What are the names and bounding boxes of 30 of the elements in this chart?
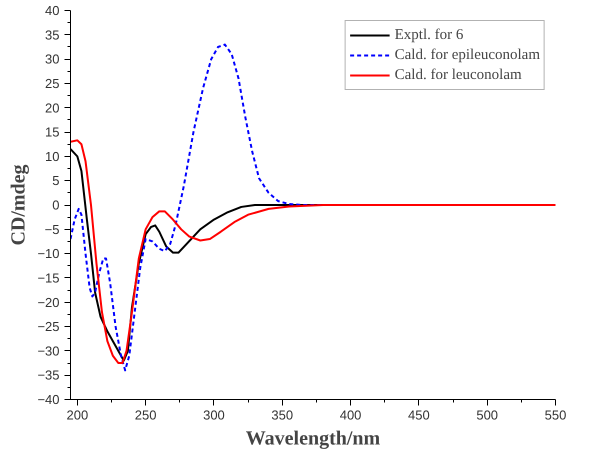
y-tick-label: 20 bbox=[45, 100, 60, 116]
legend-label: Exptl. for 6 bbox=[394, 26, 464, 44]
y-tick-label: 10 bbox=[45, 148, 60, 164]
x-tick-label: 400 bbox=[340, 408, 362, 422]
legend-label: Cald. for epileuconolam bbox=[394, 46, 540, 64]
y-axis-title: CD/mdeg bbox=[7, 164, 30, 246]
y-tick-label: 40 bbox=[45, 3, 60, 18]
x-tick-label: 300 bbox=[203, 408, 225, 422]
y-tick-label: 15 bbox=[45, 124, 60, 140]
y-tick-label: 25 bbox=[45, 76, 60, 91]
y-tick-label: −5 bbox=[44, 222, 60, 237]
x-tick-label: 200 bbox=[66, 408, 88, 422]
x-tick-label: 550 bbox=[544, 408, 566, 422]
y-tick-label: −20 bbox=[37, 294, 60, 310]
y-tick-label: −30 bbox=[37, 343, 60, 358]
y-tick-label: −10 bbox=[37, 246, 60, 262]
legend-label: Cald. for leuconolam bbox=[394, 66, 522, 84]
x-tick-label: 350 bbox=[271, 408, 294, 422]
y-tick-label: −15 bbox=[37, 270, 60, 286]
x-tick-label: 250 bbox=[134, 408, 156, 422]
y-tick-label: 0 bbox=[52, 198, 60, 212]
x-axis-title: Wavelength/nm bbox=[246, 428, 381, 450]
y-tick-label: 30 bbox=[45, 52, 60, 67]
x-tick-label: 450 bbox=[408, 408, 430, 422]
y-tick-label: −35 bbox=[37, 368, 60, 383]
y-tick-label: −25 bbox=[37, 319, 60, 334]
y-tick-label: 35 bbox=[45, 27, 60, 42]
x-tick-label: 500 bbox=[476, 408, 498, 422]
y-tick-label: −40 bbox=[37, 392, 60, 407]
y-tick-label: 5 bbox=[52, 173, 60, 188]
